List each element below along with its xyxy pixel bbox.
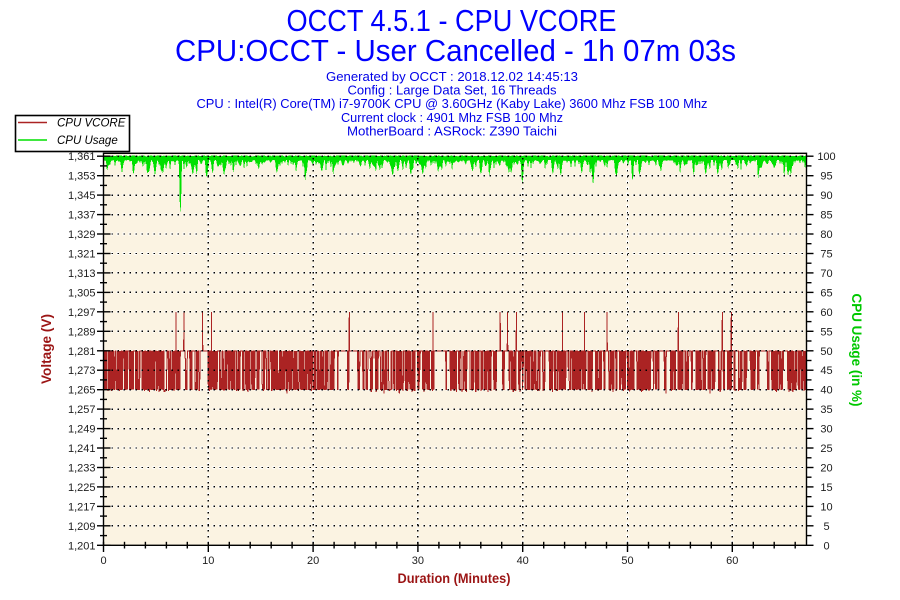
svg-text:1,345: 1,345	[68, 190, 96, 202]
svg-text:1,209: 1,209	[68, 521, 96, 533]
svg-text:1,233: 1,233	[68, 463, 96, 475]
svg-text:100: 100	[817, 151, 835, 163]
svg-text:90: 90	[820, 190, 832, 202]
svg-text:1,217: 1,217	[68, 501, 96, 513]
svg-text:60: 60	[726, 555, 738, 567]
svg-text:45: 45	[820, 365, 832, 377]
svg-text:10: 10	[202, 555, 214, 567]
svg-text:1,289: 1,289	[68, 326, 96, 338]
svg-text:Generated by OCCT : 2018.12.02: Generated by OCCT : 2018.12.02 14:45:13	[326, 69, 578, 84]
svg-text:40: 40	[517, 555, 529, 567]
svg-text:10: 10	[820, 501, 832, 513]
svg-text:30: 30	[412, 555, 424, 567]
svg-text:1,257: 1,257	[68, 404, 96, 416]
svg-text:1,201: 1,201	[68, 540, 96, 552]
svg-text:Current clock : 4901 Mhz FSB 1: Current clock : 4901 Mhz FSB 100 Mhz	[341, 110, 563, 125]
svg-text:0: 0	[823, 540, 829, 552]
svg-text:65: 65	[820, 287, 832, 299]
svg-text:1,225: 1,225	[68, 482, 96, 494]
svg-text:55: 55	[820, 326, 832, 338]
svg-text:Duration (Minutes): Duration (Minutes)	[398, 571, 511, 586]
svg-text:1,273: 1,273	[68, 365, 96, 377]
svg-text:60: 60	[820, 307, 832, 319]
svg-text:80: 80	[820, 229, 832, 241]
svg-text:70: 70	[820, 268, 832, 280]
svg-text:85: 85	[820, 210, 832, 222]
svg-text:1,361: 1,361	[68, 151, 96, 163]
svg-text:OCCT 4.5.1 - CPU VCORE: OCCT 4.5.1 - CPU VCORE	[287, 3, 617, 38]
svg-text:CPU VCORE: CPU VCORE	[57, 118, 126, 130]
svg-text:50: 50	[621, 555, 633, 567]
svg-text:50: 50	[820, 346, 832, 358]
svg-text:1,297: 1,297	[68, 307, 96, 319]
svg-text:20: 20	[307, 555, 319, 567]
svg-text:CPU : Intel(R) Core(TM) i7-970: CPU : Intel(R) Core(TM) i7-9700K CPU @ 3…	[197, 96, 708, 111]
svg-text:1,265: 1,265	[68, 385, 96, 397]
svg-text:1,321: 1,321	[68, 249, 96, 261]
svg-text:15: 15	[820, 482, 832, 494]
svg-text:1,329: 1,329	[68, 229, 96, 241]
svg-text:CPU Usage: CPU Usage	[57, 135, 118, 147]
svg-text:40: 40	[820, 385, 832, 397]
svg-text:CPU Usage (in %): CPU Usage (in %)	[849, 294, 864, 407]
svg-text:1,313: 1,313	[68, 268, 96, 280]
svg-text:CPU:OCCT - User Cancelled - 1h: CPU:OCCT - User Cancelled - 1h 07m 03s	[175, 33, 736, 68]
svg-text:1,281: 1,281	[68, 346, 96, 358]
svg-text:1,249: 1,249	[68, 424, 96, 436]
svg-text:1,305: 1,305	[68, 287, 96, 299]
svg-text:Voltage (V): Voltage (V)	[39, 314, 54, 384]
svg-text:0: 0	[100, 555, 106, 567]
svg-text:20: 20	[820, 463, 832, 475]
svg-text:5: 5	[823, 521, 829, 533]
svg-text:1,353: 1,353	[68, 171, 96, 183]
svg-text:75: 75	[820, 249, 832, 261]
svg-text:Config : Large Data Set, 16 Th: Config : Large Data Set, 16 Threads	[348, 83, 558, 98]
svg-text:1,241: 1,241	[68, 443, 96, 455]
svg-text:25: 25	[820, 443, 832, 455]
svg-text:95: 95	[820, 171, 832, 183]
svg-text:35: 35	[820, 404, 832, 416]
svg-text:1,337: 1,337	[68, 210, 96, 222]
svg-text:30: 30	[820, 424, 832, 436]
svg-text:MotherBoard : ASRock: Z390 Tai: MotherBoard : ASRock: Z390 Taichi	[347, 124, 557, 139]
